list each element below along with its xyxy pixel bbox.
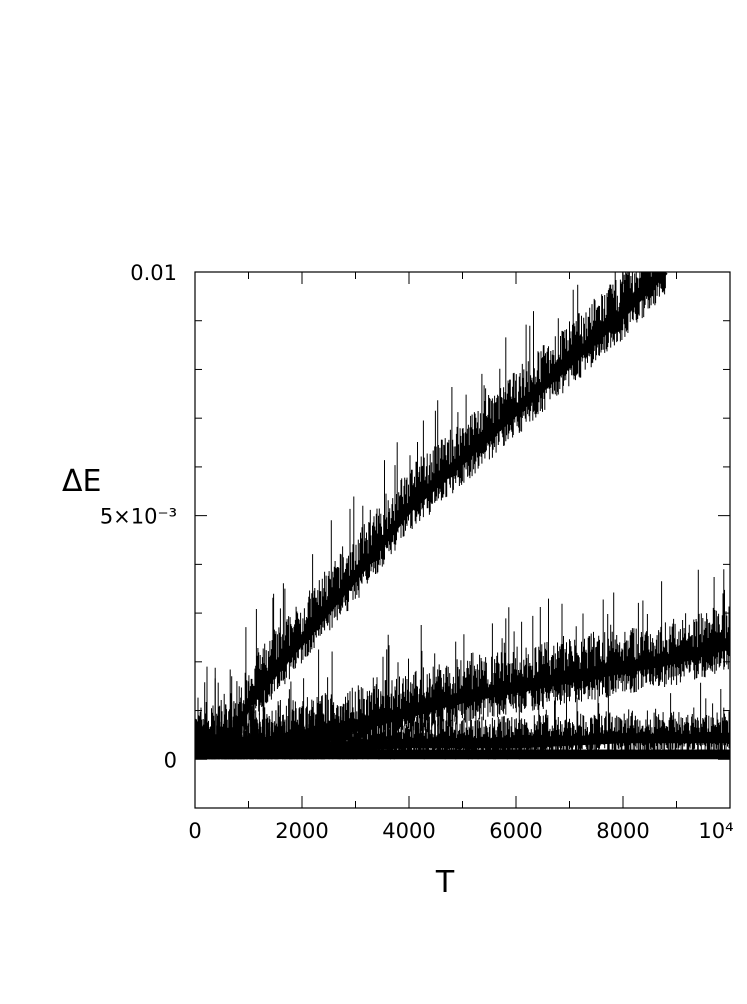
- y-tick-label: 0.01: [130, 261, 177, 285]
- x-tick-label: 8000: [596, 819, 649, 843]
- axes: [194, 271, 731, 809]
- zero-band: [195, 749, 730, 760]
- tick-labels: 0 2000 4000 6000 8000 10⁴ 0 5×10⁻³ 0.01: [100, 261, 734, 843]
- series-1: [195, 272, 668, 760]
- y-axis-title: ΔE: [62, 464, 101, 499]
- x-tick-label: 10⁴: [698, 819, 733, 843]
- series-2-oscillation: [195, 569, 730, 760]
- x-tick-label: 0: [188, 819, 201, 843]
- series-group: [195, 272, 730, 760]
- x-tick-label: 4000: [382, 819, 435, 843]
- x-axis-title: T: [435, 865, 455, 900]
- series-1-line: [195, 272, 668, 752]
- x-tick-label: 6000: [489, 819, 542, 843]
- y-tick-label: 5×10⁻³: [100, 505, 177, 529]
- x-tick-label: 2000: [275, 819, 328, 843]
- y-tick-label: 0: [164, 748, 177, 772]
